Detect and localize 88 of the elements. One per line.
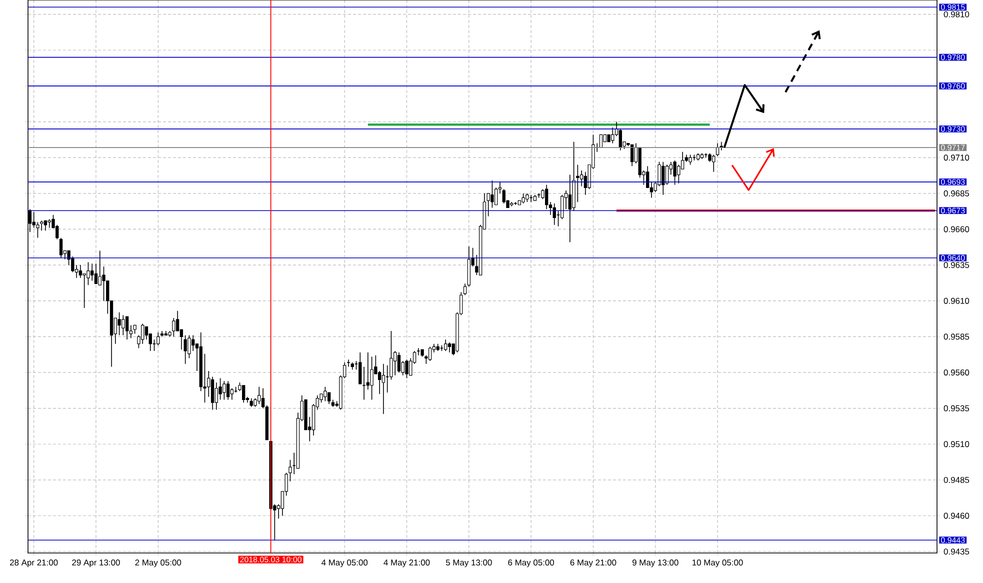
candlestick [327,392,331,404]
x-tick-label: 10 May 05:00 [692,560,743,568]
candlestick [86,262,90,286]
candlestick [32,212,36,228]
candlestick [646,166,650,188]
candlestick [98,250,102,286]
x-tick-label: 6 May 21:00 [570,560,616,568]
candlestick [48,218,51,228]
candlestick [226,380,230,400]
candlestick [378,370,382,394]
candlestick [560,194,564,220]
x-tick-label: 4 May 21:00 [384,560,430,568]
candlestick [712,154,716,172]
candlestick [172,318,176,338]
candlestick [662,161,665,196]
candlestick [529,194,533,202]
candlestick [122,314,125,336]
candlestick [230,388,234,400]
x-tick-label: 29 Apr 13:00 [72,560,120,568]
candlestick [358,352,362,384]
candlestick [324,386,327,402]
candlestick [494,187,498,206]
candlestick [36,222,40,238]
candlestick [580,170,584,187]
candlestick [522,193,525,204]
candlestick [362,366,366,400]
y-tick-label: 0.9685 [944,190,970,196]
candlestick [141,323,144,344]
candlestick [192,334,195,352]
candlestick [242,384,246,403]
candlestick [599,134,603,148]
y-tick-label: 0.9510 [944,441,970,448]
candlestick [394,350,397,376]
candlestick [210,376,214,410]
candlestick [258,386,261,404]
candlestick [576,164,580,202]
candlestick [346,359,350,368]
candlestick [397,352,401,373]
candlestick [184,334,187,364]
y-tick-label: 0.9560 [944,369,970,376]
x-tick-label: 5 May 13:00 [446,560,492,568]
candlestick [545,184,548,210]
candlestick [214,382,218,410]
candlestick [94,263,98,284]
candlestick [118,312,121,336]
candlestick [673,160,676,186]
candlestick [78,264,82,278]
candlestick [188,334,191,359]
candlestick [125,316,129,340]
candlestick [390,330,393,380]
y-tick-label: 0.9535 [944,405,970,412]
y-tick-label: 0.9635 [944,262,970,268]
y-tick-label: 0.9660 [944,226,970,232]
x-tick-label: 2 May 05:00 [135,560,182,568]
y-tick-label: 0.9460 [944,512,970,519]
y-tick-label: 0.9810 [944,11,970,18]
y-tick-label: 0.9710 [944,154,970,161]
candlestick [144,326,148,340]
candlestick [222,380,226,400]
candlestick [405,359,408,379]
x-tick-label: 4 May 05:00 [321,560,368,568]
candlestick [40,220,44,232]
x-tick-label: 28 Apr 21:00 [10,560,58,568]
y-tick-label: 0.9435 [944,548,970,555]
candlestick [688,154,692,166]
candlestick [463,283,467,296]
candlestick [486,193,490,217]
y-tick-label: 0.9485 [944,476,970,483]
candlestick [568,174,572,243]
candlestick [59,237,63,258]
candlestick [677,164,680,184]
candlestick [382,363,386,414]
x-tick-label: 6 May 05:00 [508,560,554,568]
candlestick [428,346,432,362]
candlestick [90,263,94,282]
candlestick [490,180,494,208]
y-tick-label: 0.9610 [944,298,970,304]
candlestick [366,352,370,390]
candlestick [370,356,374,400]
candlestick [444,339,448,352]
y-tick-label: 0.9585 [944,334,970,340]
candlestick [416,348,420,356]
x-tick-label: 9 May 13:00 [632,560,678,568]
candlestick [618,128,622,151]
candlestick [502,188,506,204]
candlestick [156,332,160,346]
candlestick [448,342,452,353]
candlestick [82,273,86,308]
